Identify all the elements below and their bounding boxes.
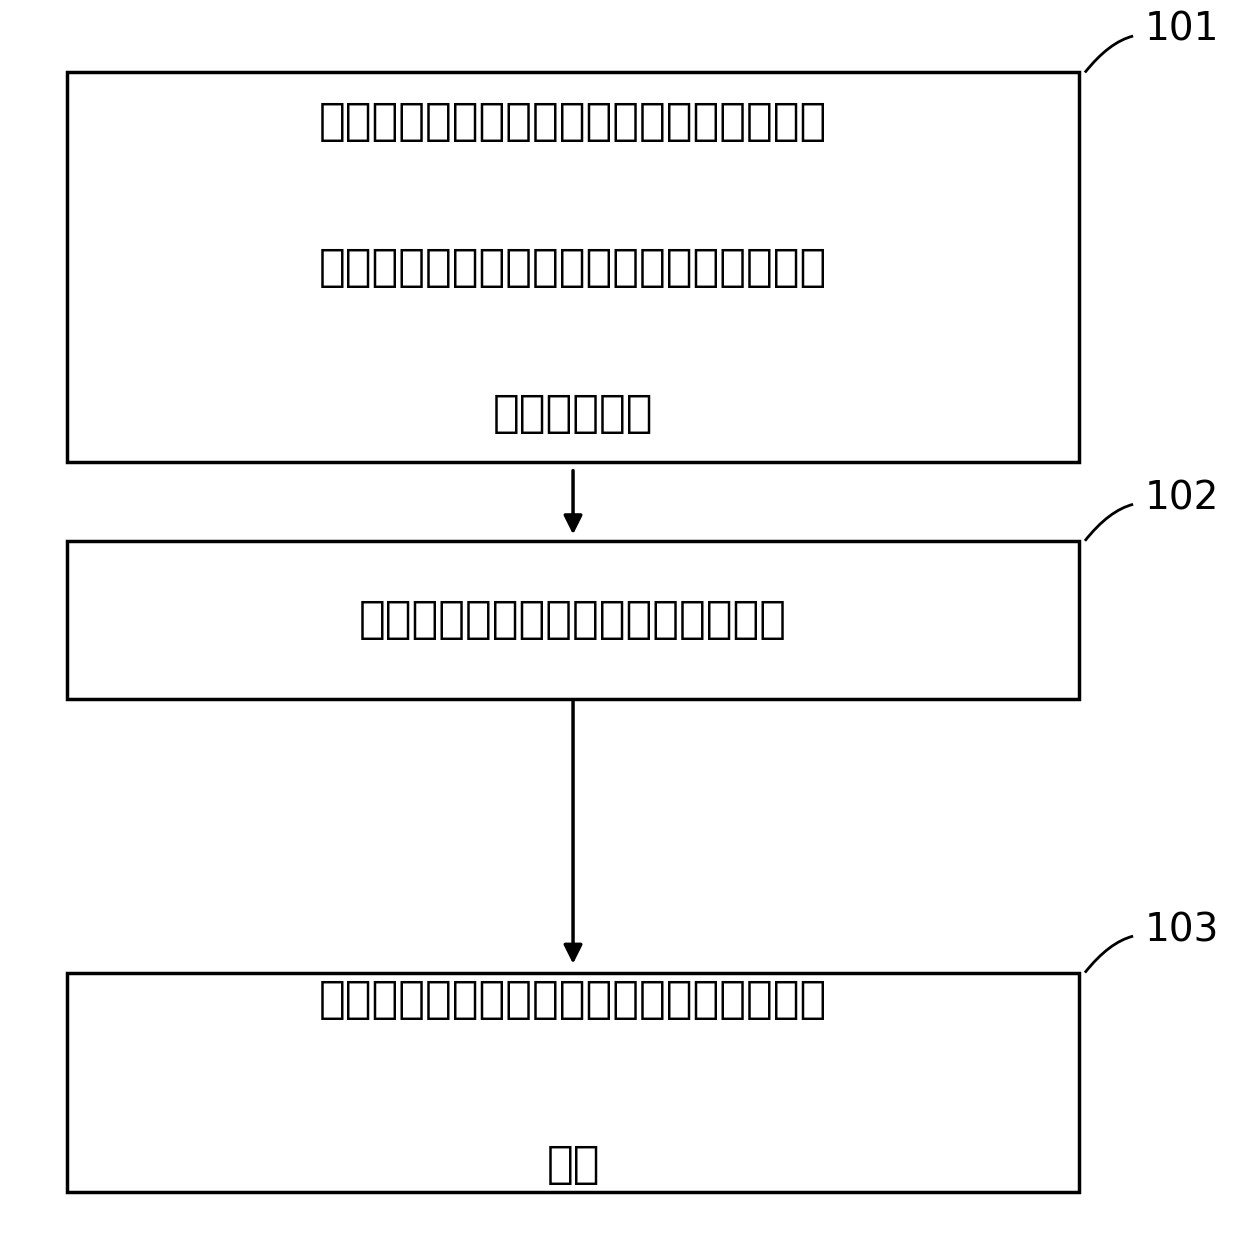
Text: 103: 103 [1146, 911, 1219, 948]
Text: 102: 102 [1146, 479, 1219, 517]
FancyBboxPatch shape [67, 973, 1079, 1192]
Text: 101: 101 [1146, 11, 1220, 49]
Text: 用的光刻胶层: 用的光刻胶层 [492, 391, 653, 435]
FancyBboxPatch shape [67, 73, 1079, 462]
Text: 缘层: 缘层 [547, 1142, 600, 1186]
Text: 在所述有源层的周侧形成辅助绝缘层: 在所述有源层的周侧形成辅助绝缘层 [360, 599, 787, 641]
Text: 形状的有源层，所述有源层的表面具有刻蚀: 形状的有源层，所述有源层的表面具有刻蚀 [319, 246, 827, 289]
Text: 在所述辅助绝缘层和有源层的表面形成栅绝: 在所述辅助绝缘层和有源层的表面形成栅绝 [319, 978, 827, 1021]
Text: 提供基板，在所述基板一侧的表面形成预设: 提供基板，在所述基板一侧的表面形成预设 [319, 100, 827, 143]
FancyBboxPatch shape [67, 541, 1079, 699]
